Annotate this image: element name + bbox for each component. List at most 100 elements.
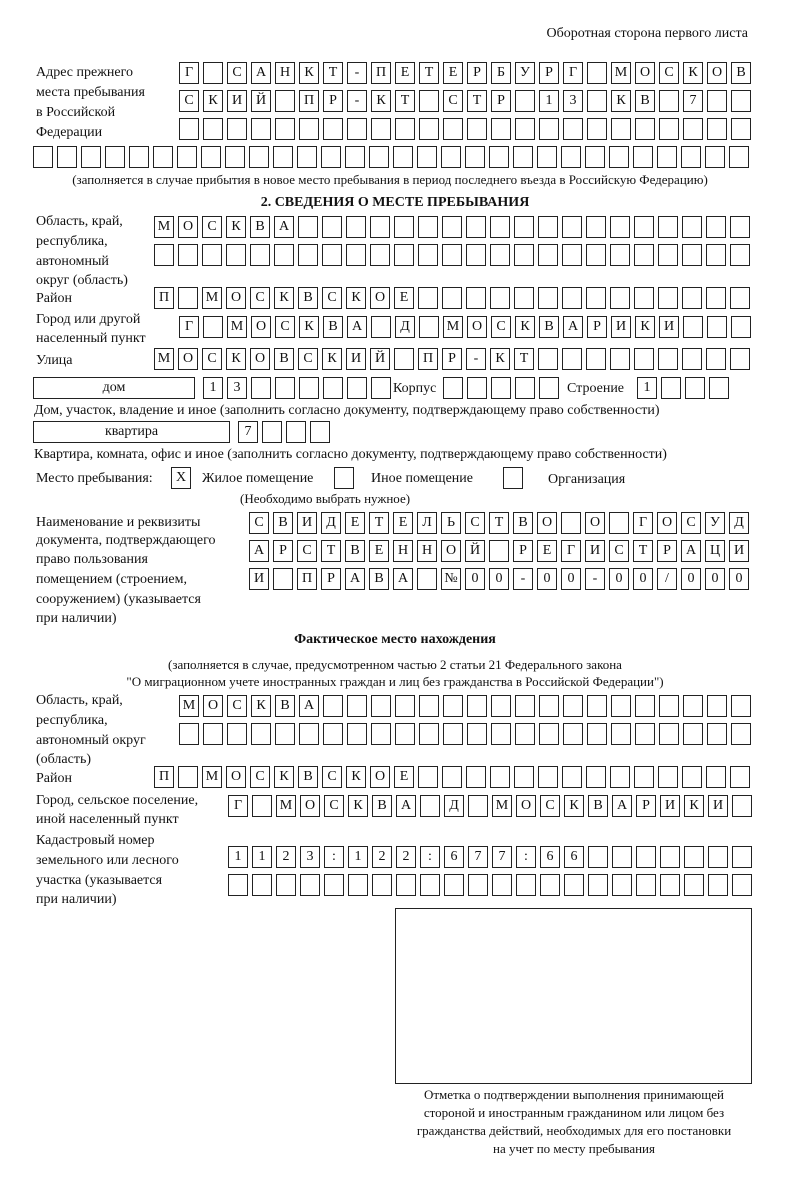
char-cell[interactable] <box>286 421 306 443</box>
char-cell[interactable]: А <box>563 316 583 338</box>
char-cell[interactable]: Е <box>394 766 414 788</box>
char-cell[interactable]: Д <box>444 795 464 817</box>
char-cell[interactable] <box>347 118 367 140</box>
char-cell[interactable] <box>658 244 678 266</box>
char-cell[interactable]: В <box>588 795 608 817</box>
char-cell[interactable]: 3 <box>300 846 320 868</box>
char-cell[interactable] <box>586 244 606 266</box>
char-cell[interactable]: А <box>249 540 269 562</box>
option-residential-checkbox[interactable]: X <box>171 467 191 489</box>
char-cell[interactable] <box>299 723 319 745</box>
char-cell[interactable] <box>226 244 246 266</box>
char-cell[interactable]: 0 <box>489 568 509 590</box>
char-cell[interactable] <box>684 846 704 868</box>
char-cell[interactable]: И <box>659 316 679 338</box>
char-cell[interactable] <box>561 146 581 168</box>
char-cell[interactable]: М <box>202 287 222 309</box>
char-cell[interactable] <box>491 118 511 140</box>
char-cell[interactable]: Д <box>321 512 341 534</box>
char-cell[interactable] <box>489 540 509 562</box>
char-cell[interactable] <box>609 512 629 534</box>
char-cell[interactable] <box>562 287 582 309</box>
char-cell[interactable] <box>442 766 462 788</box>
char-cell[interactable] <box>659 118 679 140</box>
char-cell[interactable]: О <box>657 512 677 534</box>
char-cell[interactable]: В <box>635 90 655 112</box>
char-cell[interactable] <box>684 874 704 896</box>
char-cell[interactable] <box>730 216 750 238</box>
char-cell[interactable]: В <box>298 287 318 309</box>
char-cell[interactable]: Е <box>393 512 413 534</box>
char-cell[interactable]: Т <box>323 62 343 84</box>
char-cell[interactable] <box>682 244 702 266</box>
char-cell[interactable] <box>323 723 343 745</box>
char-cell[interactable]: Р <box>636 795 656 817</box>
char-cell[interactable] <box>682 348 702 370</box>
char-cell[interactable] <box>634 287 654 309</box>
char-cell[interactable] <box>635 723 655 745</box>
char-cell[interactable] <box>708 874 728 896</box>
char-cell[interactable] <box>490 766 510 788</box>
char-cell[interactable] <box>658 216 678 238</box>
char-cell[interactable]: В <box>369 568 389 590</box>
char-cell[interactable]: 3 <box>563 90 583 112</box>
char-cell[interactable] <box>586 348 606 370</box>
char-cell[interactable]: П <box>371 62 391 84</box>
char-cell[interactable] <box>612 846 632 868</box>
char-cell[interactable]: С <box>249 512 269 534</box>
char-cell[interactable] <box>323 695 343 717</box>
char-cell[interactable]: Р <box>587 316 607 338</box>
char-cell[interactable] <box>585 146 605 168</box>
char-cell[interactable] <box>706 287 726 309</box>
char-cell[interactable] <box>731 723 751 745</box>
char-cell[interactable]: 0 <box>705 568 725 590</box>
char-cell[interactable] <box>345 146 365 168</box>
char-cell[interactable] <box>394 244 414 266</box>
char-cell[interactable] <box>467 723 487 745</box>
char-cell[interactable] <box>538 348 558 370</box>
char-cell[interactable]: М <box>154 216 174 238</box>
char-cell[interactable] <box>732 846 752 868</box>
char-cell[interactable] <box>202 244 222 266</box>
char-cell[interactable]: Г <box>633 512 653 534</box>
char-cell[interactable] <box>394 348 414 370</box>
char-cell[interactable]: М <box>179 695 199 717</box>
cadastral-row-2[interactable] <box>228 874 756 896</box>
char-cell[interactable]: О <box>226 287 246 309</box>
char-cell[interactable] <box>587 723 607 745</box>
char-cell[interactable]: Ь <box>441 512 461 534</box>
char-cell[interactable]: А <box>681 540 701 562</box>
char-cell[interactable]: - <box>513 568 533 590</box>
char-cell[interactable] <box>249 146 269 168</box>
char-cell[interactable] <box>418 216 438 238</box>
char-cell[interactable]: К <box>226 348 246 370</box>
char-cell[interactable]: К <box>564 795 584 817</box>
char-cell[interactable]: Й <box>370 348 390 370</box>
char-cell[interactable] <box>443 695 463 717</box>
char-cell[interactable]: О <box>370 287 390 309</box>
char-cell[interactable] <box>297 146 317 168</box>
char-cell[interactable]: Т <box>419 62 439 84</box>
char-cell[interactable] <box>178 766 198 788</box>
char-cell[interactable] <box>706 766 726 788</box>
char-cell[interactable] <box>324 874 344 896</box>
char-cell[interactable] <box>539 695 559 717</box>
char-cell[interactable] <box>153 146 173 168</box>
char-cell[interactable] <box>370 216 390 238</box>
char-cell[interactable] <box>730 287 750 309</box>
char-cell[interactable]: С <box>250 287 270 309</box>
char-cell[interactable]: Е <box>394 287 414 309</box>
char-cell[interactable] <box>179 723 199 745</box>
char-cell[interactable]: К <box>611 90 631 112</box>
char-cell[interactable]: - <box>466 348 486 370</box>
char-cell[interactable]: В <box>372 795 392 817</box>
char-cell[interactable] <box>443 723 463 745</box>
char-cell[interactable] <box>466 766 486 788</box>
char-cell[interactable] <box>33 146 53 168</box>
char-cell[interactable] <box>587 90 607 112</box>
char-cell[interactable]: В <box>250 216 270 238</box>
